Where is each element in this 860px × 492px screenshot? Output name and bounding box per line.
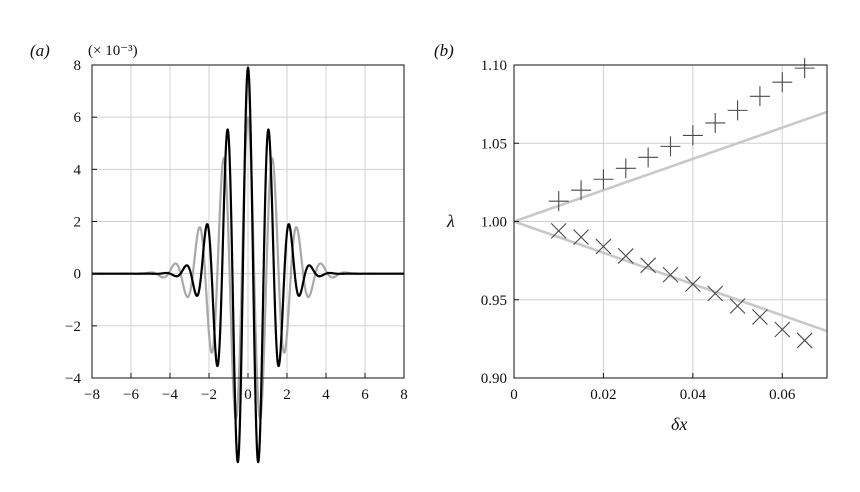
- panel-b-cross-marker: [550, 223, 567, 239]
- panel-b-y-tick-label: 0.95: [481, 293, 507, 309]
- panel-b-x-tick-label: 0.02: [590, 387, 616, 403]
- panel-a-x-tick-label: −6: [123, 387, 139, 403]
- panel-b-x-tick-label: 0.04: [680, 387, 707, 403]
- panel-b-y-axis-label: λ: [446, 211, 455, 231]
- panel-a-series-black: [91, 66, 405, 464]
- panel-b-plus-marker: [638, 147, 659, 168]
- panel-a-x-tick-label: 0: [244, 387, 252, 403]
- panel-b-cross-marker: [752, 309, 768, 325]
- panel-a-x-tick-label: −4: [162, 387, 178, 403]
- panel-b-y-tick-label: 1.10: [481, 58, 507, 74]
- panel-a-x-tick-label: 8: [400, 387, 408, 403]
- panel-b-cross-marker: [729, 298, 746, 314]
- panel-a-y-tick-label: 6: [74, 110, 82, 126]
- panel-b-plus-marker: [705, 112, 726, 133]
- panel-a-y-tick-label: 2: [74, 215, 82, 231]
- panel-b-upper-line: [513, 110, 828, 223]
- panel-b-plus-marker: [615, 158, 636, 179]
- panel-b-plus-marker: [772, 72, 793, 93]
- panel-a-label: (a): [30, 41, 50, 60]
- panel-a-y-tick-label: −2: [65, 319, 81, 335]
- panel-b-cross-marker: [573, 229, 589, 246]
- panel-a: (a) (× 10⁻³) −8 −6 −4 −2 0 2 4 6 8 −4 −2 0 2 4 6 8: [30, 41, 408, 464]
- panel-b-plus-marker: [660, 136, 681, 157]
- panel-b-lower-line: [513, 220, 828, 333]
- panel-a-x-tick-label: 4: [322, 387, 330, 403]
- panel-b-plus-marker: [571, 180, 592, 201]
- panel-b-lines: [513, 110, 828, 333]
- panel-a-ticks: −8 −6 −4 −2 0 2 4 6 8 −4 −2 0 2 4 6 8: [65, 58, 408, 403]
- panel-b-cross-marker: [707, 285, 724, 302]
- panel-b-markers: [548, 58, 815, 349]
- panel-b-y-tick-label: 1.00: [481, 215, 507, 231]
- panel-b-cross-marker: [796, 332, 813, 349]
- panel-b-plus-marker: [749, 86, 770, 107]
- panel-a-curves: [91, 66, 405, 464]
- panel-b-cross-marker: [684, 276, 701, 292]
- panel-b-x-tick-label: 0: [510, 387, 518, 403]
- panel-a-y-tick-label: 0: [74, 267, 82, 283]
- panel-b-cross-marker: [595, 238, 612, 255]
- panel-b-y-tick-label: 0.90: [481, 371, 507, 387]
- panel-b-y-tick-label: 1.05: [481, 136, 507, 152]
- panel-b-plus-marker: [682, 125, 703, 146]
- panel-a-grid: [92, 65, 404, 378]
- panel-b-plus-marker: [548, 191, 569, 212]
- panel-b-cross-marker: [774, 321, 791, 338]
- panel-a-x-tick-label: −2: [201, 387, 217, 403]
- panel-b-ticks: 0 0.02 0.04 0.06 0.90 0.95 1.00 1.05 1.10: [481, 58, 796, 403]
- panel-b-cross-marker: [617, 248, 634, 264]
- panel-b-label: (b): [434, 41, 454, 60]
- panel-a-x-tick-label: 2: [283, 387, 291, 403]
- panel-b-cross-marker: [662, 266, 679, 283]
- panel-b-plus-marker: [727, 100, 748, 121]
- panel-a-y-tick-label: −4: [65, 371, 81, 387]
- panel-b-x-axis-label: δx: [671, 414, 687, 434]
- panel-b-cross-marker: [640, 257, 657, 274]
- panel-a-x-tick-label: −8: [84, 387, 100, 403]
- panel-b-plus-marker: [593, 169, 614, 190]
- panel-a-y-tick-label: 4: [74, 162, 82, 178]
- panel-b: (b) λ δx 0 0.02 0.04 0.06 0.90 0.95 1.00 1.05 1.…: [434, 41, 828, 434]
- panel-b-x-tick-label: 0.06: [769, 387, 796, 403]
- panel-a-y-tick-label: 8: [74, 58, 82, 74]
- panel-a-multiplier: (× 10⁻³): [88, 43, 138, 59]
- panel-b-plus-marker: [794, 58, 815, 79]
- panel-a-x-tick-label: 6: [361, 387, 369, 403]
